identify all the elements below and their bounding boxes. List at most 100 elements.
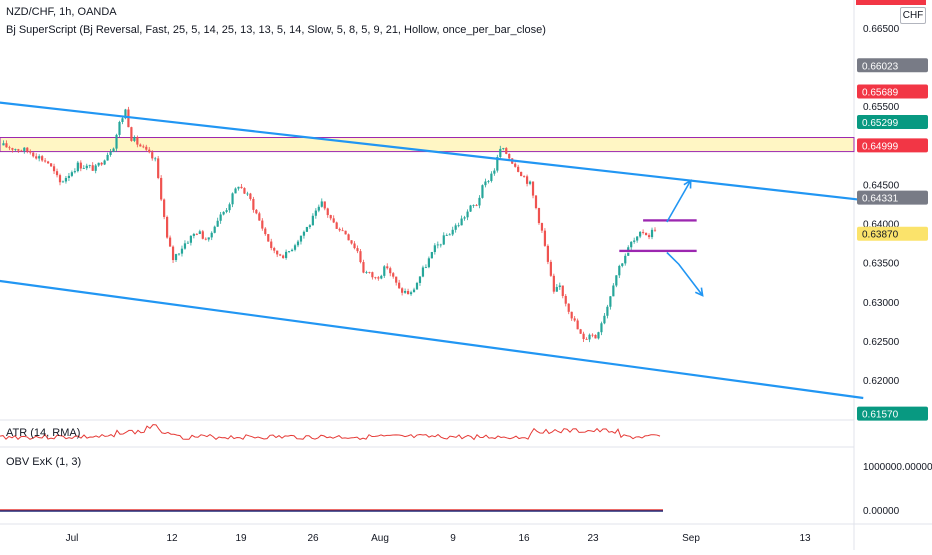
candle-body xyxy=(567,303,570,312)
channel-line-lower[interactable] xyxy=(0,267,864,400)
projection-arrow-down[interactable] xyxy=(666,251,704,297)
candle-body xyxy=(392,273,395,277)
candle-body xyxy=(210,232,213,238)
candle-body xyxy=(534,195,538,209)
candle-body xyxy=(347,234,350,241)
price-marker-badge[interactable] xyxy=(857,84,928,99)
price-tick-label: 0.63000 xyxy=(863,298,900,309)
candle-body xyxy=(219,214,222,221)
candle-body xyxy=(47,161,50,164)
candle-body xyxy=(154,158,157,160)
candle-body xyxy=(329,215,332,219)
candle-body xyxy=(463,217,466,219)
candle-body xyxy=(183,243,187,249)
candle-body xyxy=(332,218,335,223)
obv-label[interactable]: OBV ExK (1, 3) xyxy=(6,456,82,468)
top-red-tab xyxy=(856,0,926,5)
resistance-zone xyxy=(0,137,855,153)
currency-button[interactable]: CHF xyxy=(900,7,926,24)
candle-body xyxy=(323,201,326,209)
symbol-title[interactable]: NZD/CHF, 1h, OANDA xyxy=(6,6,117,18)
candle-body xyxy=(502,148,505,149)
candle-body xyxy=(356,248,359,252)
candle-body xyxy=(493,170,496,174)
indicator-legend[interactable]: Bj SuperScript (Bj Reversal, Fast, 25, 5… xyxy=(6,24,546,36)
price-marker-label: 0.64331 xyxy=(862,194,899,205)
candle-body xyxy=(499,148,502,158)
candle-body xyxy=(225,210,228,212)
candle-body xyxy=(118,121,121,135)
candle-body xyxy=(445,235,448,236)
price-tick-label: 0.64000 xyxy=(863,220,900,231)
price-tick-label: 0.66500 xyxy=(863,24,900,35)
time-tick-label: Aug xyxy=(371,533,389,544)
candle-body xyxy=(82,168,85,170)
price-marker-label: 0.63870 xyxy=(862,230,899,241)
atr-label[interactable]: ATR (14, RMA) xyxy=(6,427,81,439)
candle-body xyxy=(61,181,65,183)
candle-body xyxy=(570,311,573,319)
price-marker-badge[interactable] xyxy=(857,114,928,129)
candle-body xyxy=(594,334,597,339)
candle-body xyxy=(192,233,195,236)
candle-body xyxy=(579,329,582,334)
projection-arrow-up[interactable] xyxy=(666,180,692,223)
candle-body xyxy=(576,320,579,330)
candle-body xyxy=(326,208,329,216)
candle-body xyxy=(430,252,433,259)
candle-body xyxy=(29,151,32,153)
candle-body xyxy=(157,158,160,178)
candle-body xyxy=(362,262,365,273)
candle-body xyxy=(195,233,198,235)
candle-body xyxy=(478,197,481,206)
candle-body xyxy=(549,261,552,276)
candle-body xyxy=(415,282,419,290)
candle-body xyxy=(186,242,190,244)
candle-body xyxy=(421,267,425,277)
channel-line-upper[interactable] xyxy=(0,91,864,202)
candle-body xyxy=(279,254,282,256)
candle-body xyxy=(115,134,118,149)
price-tick-label: 0.62500 xyxy=(863,337,900,348)
candle-body xyxy=(472,205,475,206)
candle-body xyxy=(653,229,657,231)
price-marker-badge[interactable] xyxy=(857,138,928,153)
candle-body xyxy=(609,296,612,307)
candle-body xyxy=(174,254,178,261)
candle-body xyxy=(49,163,53,167)
candle-body xyxy=(508,153,511,159)
candle-body xyxy=(287,251,291,252)
candle-body xyxy=(85,165,88,169)
candle-body xyxy=(525,176,529,184)
atr-line[interactable] xyxy=(0,424,661,441)
price-marker-label: 0.64999 xyxy=(862,141,899,152)
candle-body xyxy=(484,181,487,186)
time-tick-label: 12 xyxy=(166,533,178,544)
candle-body xyxy=(142,146,145,148)
candle-body xyxy=(451,229,454,235)
candle-body xyxy=(160,177,163,200)
candle-body xyxy=(395,276,398,283)
price-marker-label: 0.65299 xyxy=(862,118,899,129)
candle-body xyxy=(368,271,371,273)
candle-body xyxy=(418,276,422,283)
candle-body xyxy=(148,149,151,153)
candle-body xyxy=(79,162,82,169)
price-tick-label: 0.63500 xyxy=(863,259,900,270)
price-marker-badge[interactable] xyxy=(857,226,928,241)
candle-body xyxy=(305,226,309,232)
candle-body xyxy=(317,206,320,211)
price-marker-badge[interactable] xyxy=(857,190,928,205)
candle-body xyxy=(639,231,642,237)
price-marker-badge[interactable] xyxy=(857,58,928,73)
candle-body xyxy=(94,165,97,171)
candle-body xyxy=(564,295,567,304)
candle-body xyxy=(603,315,606,324)
price-marker-badge[interactable] xyxy=(857,406,928,421)
time-tick-label: 23 xyxy=(587,533,599,544)
candle-body xyxy=(109,151,112,155)
candle-body xyxy=(517,166,520,172)
candle-body xyxy=(255,209,258,214)
candle-body xyxy=(44,160,47,162)
